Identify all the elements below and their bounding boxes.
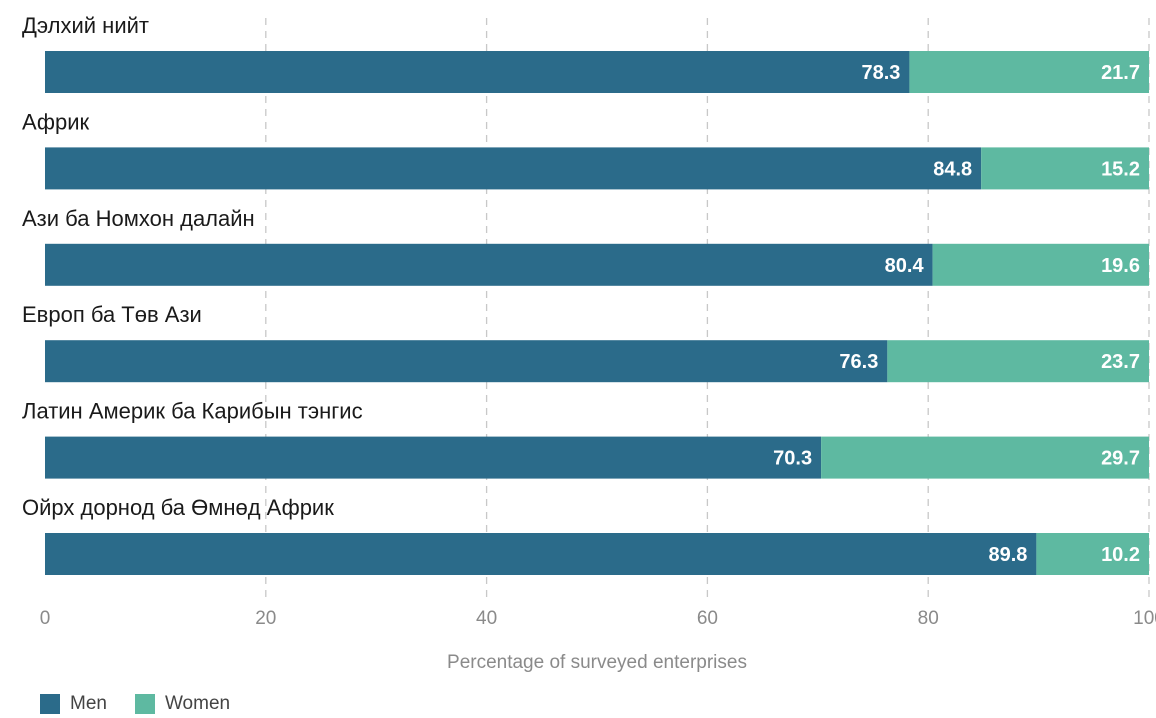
bar-women — [887, 340, 1149, 383]
legend-label-women: Women — [164, 693, 231, 714]
bar-men — [45, 340, 888, 383]
bar-men — [45, 533, 1037, 575]
x-axis-title: Percentage of surveyed enterprises — [447, 652, 747, 673]
bar-men — [45, 147, 982, 190]
data-label-men: 70.3 — [773, 448, 812, 470]
x-tick-label: 20 — [255, 608, 276, 629]
x-axis-ticks: 0 20 40 60 80 100 — [40, 608, 1156, 629]
data-label-women: 23.7 — [1101, 351, 1140, 373]
bar-women — [821, 436, 1149, 479]
legend-label-men: Men — [70, 693, 107, 714]
x-tick-label: 80 — [918, 608, 939, 629]
bar-men — [45, 436, 822, 479]
gridlines — [265, 18, 1150, 598]
x-tick-label: 100 — [1133, 608, 1156, 629]
category-label: Дэлхий нийт — [22, 13, 149, 38]
legend-item-women: Women — [134, 693, 231, 715]
category-label: Ойрх дорнод ба Өмнөд Африк — [22, 495, 334, 520]
stacked-bar-chart: Дэлхий нийт 78.3 21.7 Африк 84.8 15.2 Ази ба Н… — [22, 13, 1156, 673]
category-label: Латин Америк ба Карибын тэнгис — [22, 399, 363, 424]
data-label-men: 76.3 — [839, 351, 878, 373]
category-label: Европ ба Төв Ази — [22, 302, 202, 327]
legend-swatch-women — [134, 694, 155, 714]
x-tick-label: 40 — [476, 608, 497, 629]
data-label-women: 10.2 — [1101, 544, 1140, 566]
category-label: Африк — [22, 109, 90, 134]
bars — [45, 51, 1149, 575]
legend-item-men: Men — [40, 693, 107, 715]
category-label: Ази ба Номхон далайн — [22, 206, 255, 231]
legend: Men Women — [40, 693, 258, 715]
data-label-women: 15.2 — [1101, 158, 1140, 180]
x-tick-label: 0 — [40, 608, 51, 629]
data-label-men: 84.8 — [933, 158, 972, 180]
x-tick-label: 60 — [697, 608, 718, 629]
data-label-women: 29.7 — [1101, 448, 1140, 470]
bar-men — [45, 51, 910, 93]
bar-women — [981, 147, 1149, 190]
bar-women — [932, 243, 1149, 286]
bar-women — [1036, 533, 1149, 575]
data-label-women: 19.6 — [1101, 255, 1140, 277]
bar-men — [45, 243, 933, 286]
data-label-men: 78.3 — [861, 62, 900, 84]
bar-women — [909, 51, 1149, 93]
data-label-men: 80.4 — [885, 255, 925, 277]
labels: Дэлхий нийт 78.3 21.7 Африк 84.8 15.2 Ази ба Н… — [22, 13, 1140, 566]
legend-swatch-men — [40, 694, 60, 714]
data-label-women: 21.7 — [1101, 62, 1140, 84]
data-label-men: 89.8 — [988, 544, 1027, 566]
